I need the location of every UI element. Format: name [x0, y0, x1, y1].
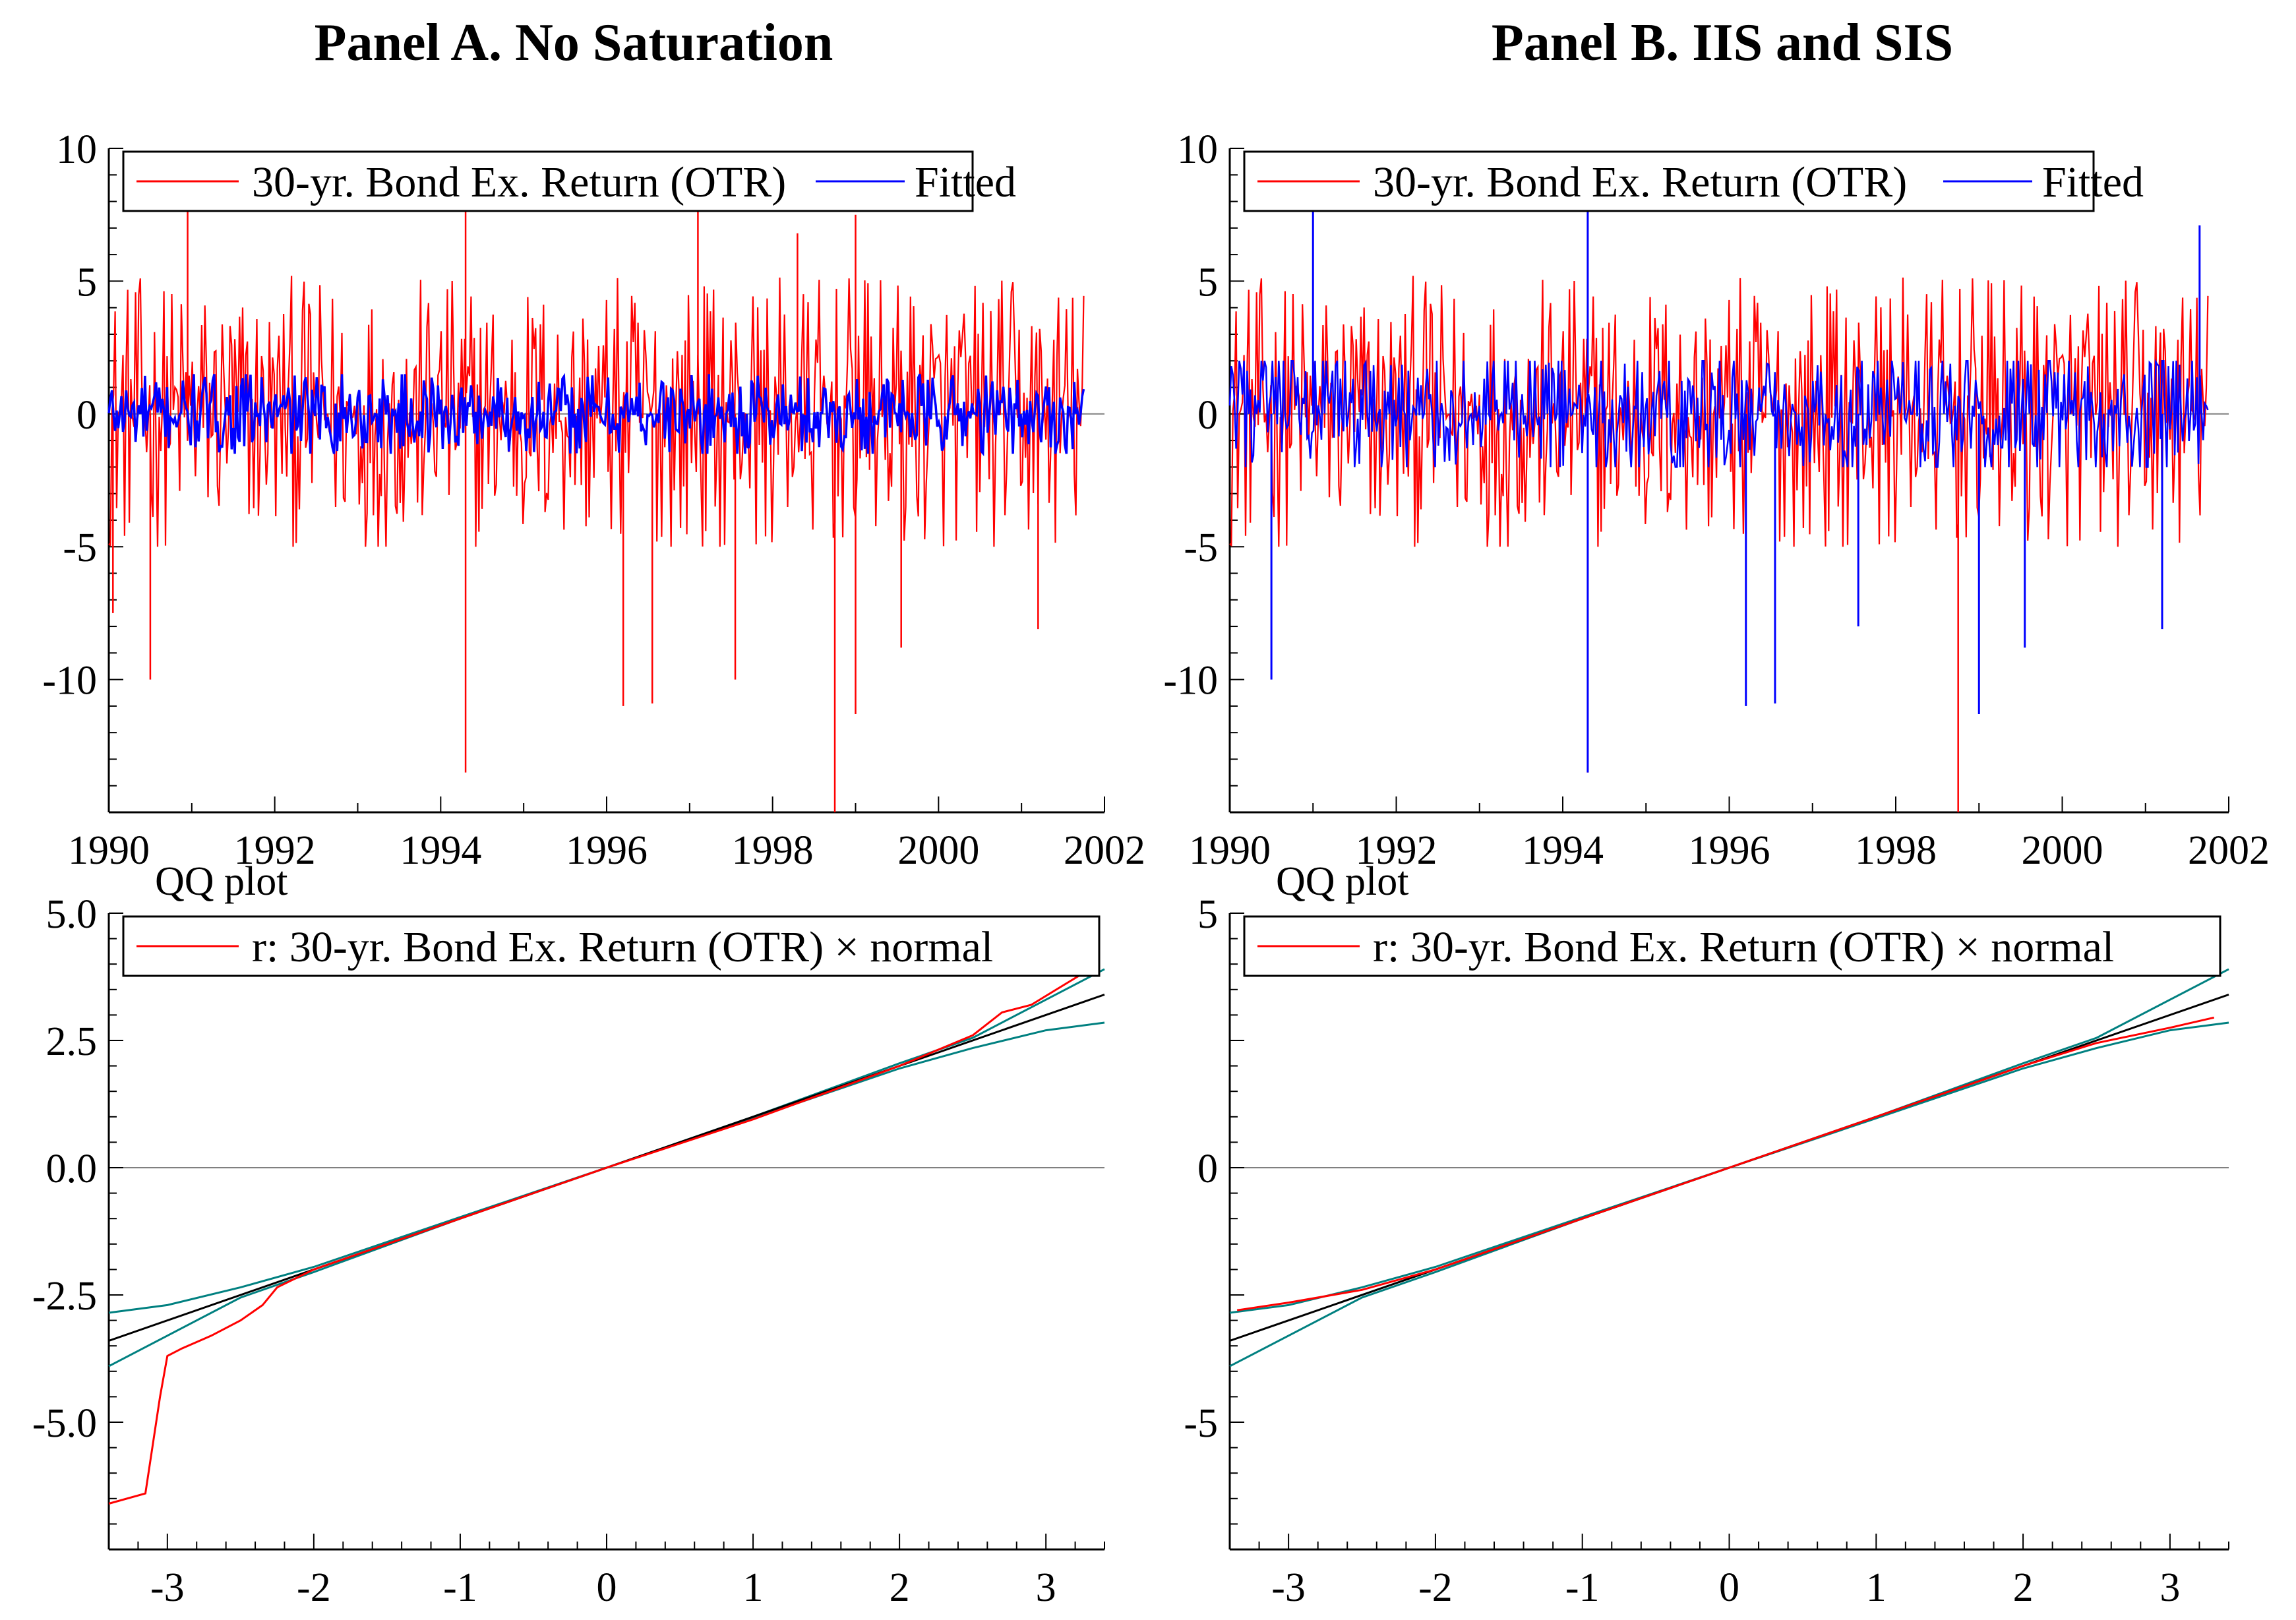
- ts-a-xtick-label: 1996: [566, 828, 648, 873]
- qq-a-chart: 5.0 2.5 0.0 -2.5 -5.0 -3 -2 -1 0 1 2 3 QQ plot r: 30-…: [32, 859, 1105, 1610]
- ts-a-legend-label-actual: 30-yr. Bond Ex. Return (OTR): [252, 158, 786, 206]
- ts-b-ytick-label: -10: [1163, 659, 1218, 704]
- ts-b-chart: 10 5 0 -5 -10 1990 1992 1994 1996 1998 2000 2002 30-…: [1163, 127, 2270, 873]
- panel-a-title: Panel A. No Saturation: [314, 14, 833, 72]
- ts-a-xtick-label: 1998: [732, 828, 814, 873]
- ts-a-xtick-label: 1990: [68, 828, 150, 873]
- ts-a-xtick-label: 2002: [1064, 828, 1145, 873]
- qq-a-title: QQ plot: [155, 859, 288, 904]
- ts-b-legend-label-fitted: Fitted: [2042, 158, 2144, 206]
- ts-b-ytick-label: -5: [1184, 525, 1218, 570]
- qq-a-xtick-label: 2: [890, 1565, 910, 1610]
- ts-a-xtick-label: 1994: [400, 828, 481, 873]
- ts-b-xtick-label: 1992: [1356, 828, 1437, 873]
- qq-a-ytick-label: 5.0: [46, 892, 98, 937]
- qq-b-xtick-label: -1: [1565, 1565, 1600, 1610]
- qq-a-qq-line-actual: [108, 968, 1091, 1505]
- qq-b-qq-line-band: [1229, 1021, 2229, 1367]
- panel-b-title: Panel B. IIS and SIS: [1491, 14, 1954, 72]
- qq-b-xtick-label: -2: [1418, 1565, 1453, 1610]
- qq-b-qq-line-band: [1229, 968, 2229, 1314]
- ts-a-xtick-label: 1992: [234, 828, 316, 873]
- ts-b-ytick-label: 10: [1177, 127, 1218, 172]
- ts-b-xtick-label: 1994: [1522, 828, 1604, 873]
- ts-a-ytick-label: 10: [56, 127, 97, 172]
- ts-b-xtick-label: 2000: [2022, 828, 2103, 873]
- ts-a-ytick-label: -5: [63, 525, 97, 570]
- qq-a-legend: [122, 915, 1101, 977]
- qq-a-xtick-label: 0: [597, 1565, 617, 1610]
- qq-a-xtick-label: -2: [297, 1565, 331, 1610]
- ts-b-ytick-label: 5: [1197, 260, 1218, 305]
- qq-a-ytick-label: -2.5: [32, 1274, 97, 1319]
- qq-a-qq-line-band: [108, 1021, 1105, 1367]
- qq-b-xtick-label: 2: [2013, 1565, 2034, 1610]
- ts-a-ytick-label: 5: [76, 260, 97, 305]
- ts-b-series-fitted: [1228, 359, 2209, 468]
- qq-b-ytick-label: 5: [1197, 892, 1218, 937]
- qq-b-chart: 5 0 -5 -3 -2 -1 0 1 2 3 QQ plot r: 30-yr. Bond Ex. …: [1184, 859, 2229, 1610]
- qq-b-xtick-label: 0: [1719, 1565, 1739, 1610]
- qq-b-qq-line-actual: [1236, 1016, 2215, 1311]
- qq-b-xtick-label: 1: [1866, 1565, 1887, 1610]
- ts-a-xtick-label: 2000: [897, 828, 979, 873]
- qq-b-ytick-label: 0: [1197, 1147, 1218, 1191]
- qq-a-xtick-label: 1: [743, 1565, 764, 1610]
- qq-a-legend-label: r: 30-yr. Bond Ex. Return (OTR) × normal: [252, 923, 993, 971]
- qq-a-xtick-label: -3: [150, 1565, 185, 1610]
- qq-a-xtick-label: 3: [1036, 1565, 1056, 1610]
- ts-b-ytick-label: 0: [1197, 393, 1218, 438]
- qq-b-xtick-label: 3: [2160, 1565, 2180, 1610]
- qq-a-ytick-label: 0.0: [46, 1147, 98, 1191]
- ts-b-legend-label-actual: 30-yr. Bond Ex. Return (OTR): [1373, 158, 1907, 206]
- qq-a-ytick-label: -5.0: [32, 1401, 97, 1446]
- qq-b-ytick-label: -5: [1184, 1401, 1218, 1446]
- ts-a-legend-label-fitted: Fitted: [915, 158, 1016, 206]
- qq-a-ytick-label: 2.5: [46, 1019, 98, 1064]
- qq-a-xtick-label: -1: [443, 1565, 477, 1610]
- ts-b-xtick-label: 1996: [1689, 828, 1770, 873]
- ts-a-ytick-label: -10: [42, 659, 97, 704]
- ts-a-ytick-label: 0: [76, 393, 97, 438]
- qq-b-legend: [1243, 915, 2221, 977]
- qq-b-legend-label: r: 30-yr. Bond Ex. Return (OTR) × normal: [1373, 923, 2114, 971]
- qq-a-qq-line-band: [108, 968, 1105, 1314]
- ts-a-series-fitted: [107, 373, 1085, 456]
- ts-b-xtick-label: 2002: [2188, 828, 2270, 873]
- ts-b-xtick-label: 1990: [1189, 828, 1271, 873]
- ts-b-xtick-label: 1998: [1855, 828, 1937, 873]
- ts-a-chart: 10 5 0 -5 -10 1990 1992 1994 1996 1998 2000 2002 30-…: [42, 127, 1145, 873]
- qq-b-xtick-label: -3: [1271, 1565, 1306, 1610]
- qq-b-title: QQ plot: [1276, 859, 1409, 904]
